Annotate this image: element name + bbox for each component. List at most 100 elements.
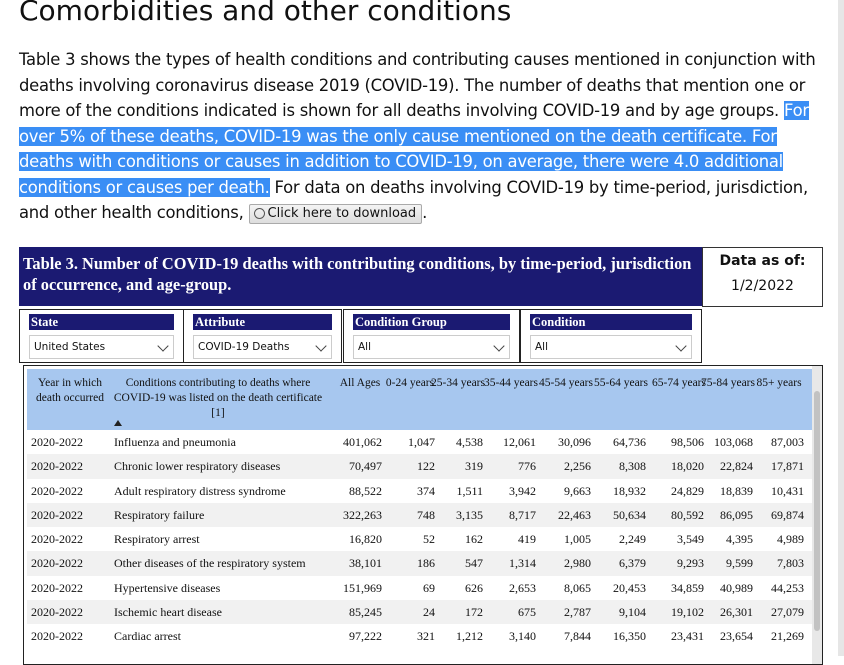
table-cell: 26,301	[720, 604, 753, 619]
column-header[interactable]: 45-54 years	[539, 377, 593, 389]
table-cell: 24,829	[671, 483, 704, 498]
table-cell: 2020-2022	[31, 629, 83, 643]
dropdown-value[interactable]: All	[358, 341, 372, 353]
table-header: Year in which death occurred Conditions c…	[27, 369, 812, 430]
dropdown-value[interactable]: United States	[34, 341, 106, 353]
table-cell: 69	[423, 580, 435, 595]
table-cell: 19,102	[671, 604, 704, 619]
table-cell: 18,020	[671, 459, 704, 474]
table-row: 2020-2022 Ischemic heart disease 85,245 24 1…	[27, 599, 812, 624]
dropdown[interactable]: COVID-19 Deaths	[193, 335, 332, 359]
table-cell: 8,065	[564, 580, 591, 595]
table-cell: 23,431	[671, 629, 704, 643]
chevron[interactable]	[493, 340, 505, 352]
dropdown-value[interactable]: All	[535, 341, 549, 353]
dropdown[interactable]: United States	[29, 335, 174, 359]
table-cell: 2,249	[619, 532, 646, 546]
column-header[interactable]: 75-84 years	[701, 377, 755, 389]
table-row: 2020-2022 Cardiac arrest 97,222 321 1,212 3,1…	[27, 624, 812, 649]
chevron[interactable]	[675, 340, 687, 352]
table-cell: 2020-2022	[31, 532, 83, 546]
table-cell: 2020-2022	[31, 556, 83, 571]
table-row: 2020-2022 Adult respiratory distress synd…	[27, 478, 812, 503]
button-label[interactable]: Click here to download	[267, 205, 417, 221]
dropdown-value[interactable]: COVID-19 Deaths	[198, 341, 290, 353]
table-cell: 69,874	[771, 507, 804, 522]
table-cell: 1,212	[456, 629, 483, 643]
table-cell: Other diseases of the respiratory system	[114, 556, 306, 571]
table-cell: Adult respiratory distress syndrome	[114, 483, 286, 498]
table-cell: 547	[465, 556, 483, 571]
table-cell: 30,096	[558, 435, 591, 449]
filter-label: State	[29, 314, 174, 330]
chevron[interactable]	[315, 340, 327, 352]
table-cell: 7,844	[564, 629, 591, 643]
table-row: 2020-2022 Other diseases of the respirato…	[27, 551, 812, 576]
table-cell: 1,511	[456, 483, 483, 498]
table-cell: 401,062	[343, 435, 382, 449]
chevron[interactable]	[157, 340, 169, 352]
table-cell: 1,314	[509, 556, 536, 571]
table-cell: 2,787	[564, 604, 591, 619]
table-cell: 20,453	[613, 580, 646, 595]
table-cell: 776	[518, 459, 536, 474]
table-cell: 419	[518, 532, 536, 546]
filter: Condition All	[520, 309, 702, 363]
table-cell: 86,095	[720, 507, 753, 522]
table-cell: 2020-2022	[31, 483, 83, 498]
table-cell: 38,101	[349, 556, 382, 571]
table-cell: 18,839	[720, 483, 753, 498]
table-cell: 319	[465, 459, 483, 474]
table-cell: 10,431	[771, 483, 804, 498]
table-cell: 3,140	[509, 629, 536, 643]
table-cell: 70,497	[349, 459, 382, 474]
table-cell: 322,263	[343, 507, 382, 522]
dropdown[interactable]: All	[530, 335, 692, 359]
data-as-of: Data as of: 1/2/2022	[702, 247, 823, 307]
table-cell: 2020-2022	[31, 459, 83, 474]
table-cell: 8,717	[509, 507, 536, 522]
column-header[interactable]: All Ages	[339, 377, 381, 389]
table-cell: 16,350	[613, 629, 646, 643]
table-cell: 3,549	[677, 532, 704, 546]
column-header[interactable]: 25-34 years	[431, 377, 485, 389]
heading: Comorbidities and other conditions	[19, 0, 512, 27]
column-header[interactable]: 85+ years	[756, 377, 802, 389]
table-title: Table 3. Number of COVID-19 deaths with …	[19, 247, 702, 306]
table-cell: Chronic lower respiratory diseases	[114, 459, 281, 474]
column-header[interactable]: 65-74 years	[652, 377, 706, 389]
table-cell: 2,980	[564, 556, 591, 571]
column-header[interactable]: 0-24 years	[385, 377, 435, 389]
table-cell: 2020-2022	[31, 580, 83, 595]
dropdown[interactable]: All	[353, 335, 510, 359]
table-cell: 44,253	[771, 580, 804, 595]
table-cell: 27,079	[771, 604, 804, 619]
table-cell: 16,820	[349, 532, 382, 546]
table-cell: 98,506	[671, 435, 704, 449]
table-cell: 7,803	[777, 556, 804, 571]
filter-label: Condition Group	[353, 314, 510, 330]
column-header[interactable]: 55-64 years	[594, 377, 648, 389]
table-cell: 103,068	[714, 435, 753, 449]
table-row: 2020-2022 Hypertensive diseases 151,969 69 6…	[27, 575, 812, 600]
table-cell: 122	[417, 459, 435, 474]
scrollbar-thumb[interactable]	[814, 391, 820, 631]
table-cell: 1,005	[564, 532, 591, 546]
table-cell: 22,463	[558, 507, 591, 522]
table-cell: Influenza and pneumonia	[114, 435, 236, 449]
table-row: 2020-2022 Respiratory failure 322,263 748 3,…	[27, 502, 812, 527]
table-cell: 8,308	[619, 459, 646, 474]
table-cell: 3,942	[509, 483, 536, 498]
column-header[interactable]: 35-44 years	[484, 377, 538, 389]
table-cell: 40,989	[720, 580, 753, 595]
download-button[interactable]: Click here to download	[248, 203, 423, 224]
table-cell: 52	[423, 532, 435, 546]
table-cell: 22,824	[720, 459, 753, 474]
table-cell: 2020-2022	[31, 507, 83, 522]
column-header[interactable]: Conditions contributing to deaths where …	[113, 377, 323, 419]
table-cell: 17,871	[771, 459, 804, 474]
table-cell: Hypertensive diseases	[114, 580, 221, 595]
column-header[interactable]: Year in which death occurred	[35, 377, 104, 404]
